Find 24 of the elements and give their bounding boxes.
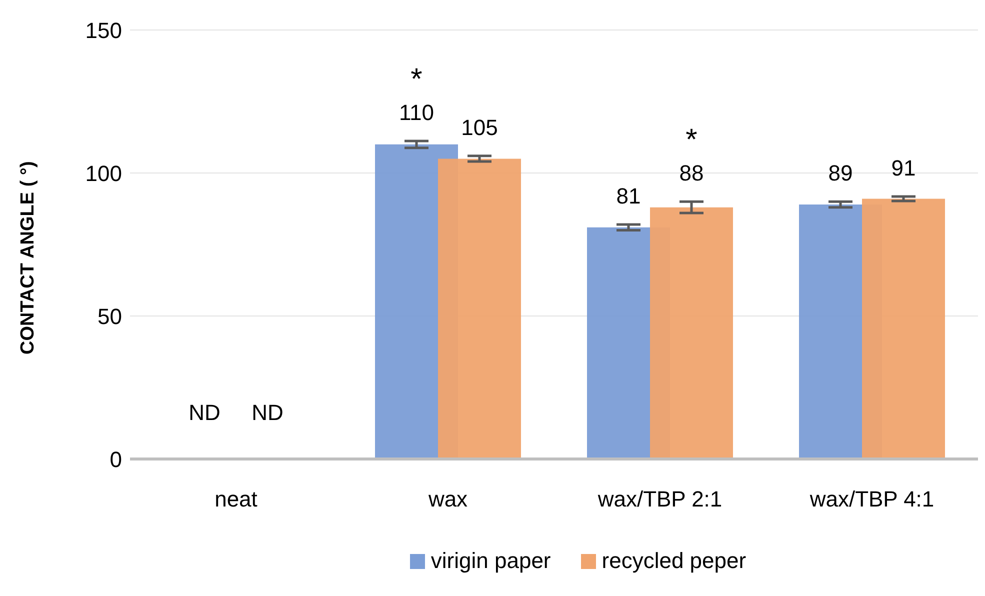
y-tick-label: 100 xyxy=(85,160,122,186)
data-label: 110 xyxy=(398,100,434,125)
data-label: 105 xyxy=(461,114,498,140)
x-tick-label: wax/TBP 4:1 xyxy=(808,486,934,512)
y-tick-label: 0 xyxy=(110,446,122,472)
data-label: 91 xyxy=(891,155,916,180)
legend-label: virigin paper xyxy=(430,548,551,574)
x-tick-label: wax/TBP 2:1 xyxy=(596,486,722,512)
y-tick-label: 150 xyxy=(85,18,122,43)
y-tick-label: 50 xyxy=(98,304,122,329)
legend-label: recycled peper xyxy=(602,548,746,574)
y-axis-title: CONTACT ANGLE ( °) xyxy=(18,161,39,354)
annotation: * xyxy=(410,62,423,96)
bar xyxy=(438,158,521,459)
text: ND xyxy=(252,400,284,425)
text: ND xyxy=(188,400,220,425)
x-tick-label: wax xyxy=(427,486,468,512)
bar xyxy=(862,198,945,459)
data-label: 88 xyxy=(679,160,704,186)
data-label: 81 xyxy=(616,183,641,208)
annotation: * xyxy=(686,124,698,157)
x-tick-label: neat xyxy=(214,486,258,512)
data-label: 89 xyxy=(828,160,853,186)
bar xyxy=(650,207,733,459)
